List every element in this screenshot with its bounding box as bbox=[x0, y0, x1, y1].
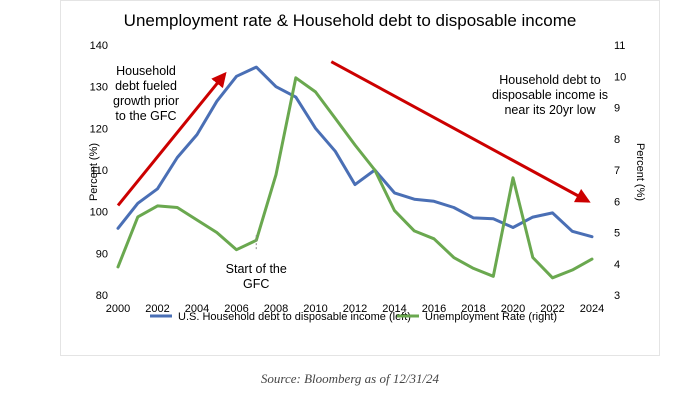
annotation-right-line: near its 20yr low bbox=[504, 103, 596, 117]
annotation-gfc-line: GFC bbox=[243, 277, 269, 291]
y-right-tick-label: 10 bbox=[614, 71, 626, 83]
y-left-tick-label: 100 bbox=[90, 207, 108, 219]
legend-label: U.S. Household debt to disposable income… bbox=[178, 311, 411, 323]
annotation-right-line: Household debt to bbox=[499, 73, 601, 87]
series-layer bbox=[116, 65, 594, 280]
x-tick-label: 2000 bbox=[106, 303, 130, 315]
legend-label: Unemployment Rate (right) bbox=[425, 311, 557, 323]
x-axis-ticks: 2000 2002 2004 2006 2008 2010 2012 2014 2016 2018… bbox=[106, 303, 604, 315]
legend: U.S. Household debt to disposable income… bbox=[150, 311, 557, 323]
annotation-arrow-left bbox=[116, 71, 227, 207]
annotation-left-line: Household bbox=[116, 64, 176, 78]
y-left-tick-label: 140 bbox=[90, 40, 108, 52]
y-right-tick-label: 5 bbox=[614, 228, 620, 240]
y-axis-left-ticks: 80 90 100 110 120 130 140 bbox=[90, 40, 108, 302]
household-debt-line bbox=[116, 65, 594, 239]
x-tick-label: 2014 bbox=[382, 303, 406, 315]
x-tick-label: 2022 bbox=[540, 303, 564, 315]
chart-frame bbox=[60, 0, 660, 356]
x-tick-label: 2020 bbox=[501, 303, 525, 315]
annotation-right-line: disposable income is bbox=[492, 88, 608, 102]
y-axis-right-label: Percent (%) bbox=[634, 143, 646, 201]
source-note: Source: Bloomberg as of 12/31/24 bbox=[260, 371, 440, 386]
annotation-arrow-right bbox=[330, 60, 591, 203]
x-tick-label: 2012 bbox=[343, 303, 367, 315]
x-tick-label: 2018 bbox=[461, 303, 485, 315]
annotation-left-line: growth prior bbox=[113, 94, 179, 108]
x-tick-label: 2016 bbox=[422, 303, 446, 315]
y-axis-right-ticks: 3 4 5 6 7 8 9 10 11 bbox=[614, 40, 626, 302]
x-tick-label: 2008 bbox=[264, 303, 288, 315]
y-left-tick-label: 110 bbox=[90, 165, 108, 177]
y-left-tick-label: 90 bbox=[96, 248, 108, 260]
y-right-tick-label: 7 bbox=[614, 165, 620, 177]
annotation-left-line: debt fueled bbox=[115, 79, 177, 93]
x-tick-label: 2002 bbox=[145, 303, 169, 315]
y-right-tick-label: 8 bbox=[614, 134, 620, 146]
x-tick-label: 2024 bbox=[580, 303, 604, 315]
y-right-tick-label: 4 bbox=[614, 259, 620, 271]
y-axis-left-label: Percent (%) bbox=[88, 143, 100, 201]
y-right-tick-label: 3 bbox=[614, 290, 620, 302]
y-right-tick-label: 6 bbox=[614, 196, 620, 208]
chart: Unemployment rate & Household debt to di… bbox=[88, 11, 646, 323]
x-tick-label: 2010 bbox=[303, 303, 327, 315]
y-left-tick-label: 120 bbox=[90, 123, 108, 135]
y-left-tick-label: 130 bbox=[90, 82, 108, 94]
x-tick-label: 2004 bbox=[185, 303, 209, 315]
unemployment-rate-line bbox=[116, 76, 594, 280]
x-tick-label: 2006 bbox=[224, 303, 248, 315]
y-left-tick-label: 80 bbox=[96, 290, 108, 302]
annotation-left-line: to the GFC bbox=[115, 109, 176, 123]
y-right-tick-label: 11 bbox=[614, 40, 625, 52]
y-right-tick-label: 9 bbox=[614, 103, 620, 115]
annotation-gfc-line: Start of the bbox=[226, 262, 287, 276]
chart-title: Unemployment rate & Household debt to di… bbox=[124, 11, 577, 30]
